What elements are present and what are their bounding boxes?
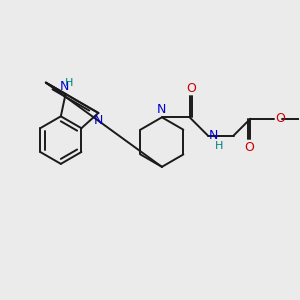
Text: N: N bbox=[157, 103, 167, 116]
Text: H: H bbox=[65, 78, 74, 88]
Text: H: H bbox=[215, 142, 223, 152]
Text: N: N bbox=[209, 129, 218, 142]
Text: O: O bbox=[186, 82, 196, 94]
Text: N: N bbox=[60, 80, 69, 93]
Text: O: O bbox=[244, 140, 254, 154]
Text: O: O bbox=[275, 112, 285, 125]
Text: N: N bbox=[94, 114, 103, 127]
